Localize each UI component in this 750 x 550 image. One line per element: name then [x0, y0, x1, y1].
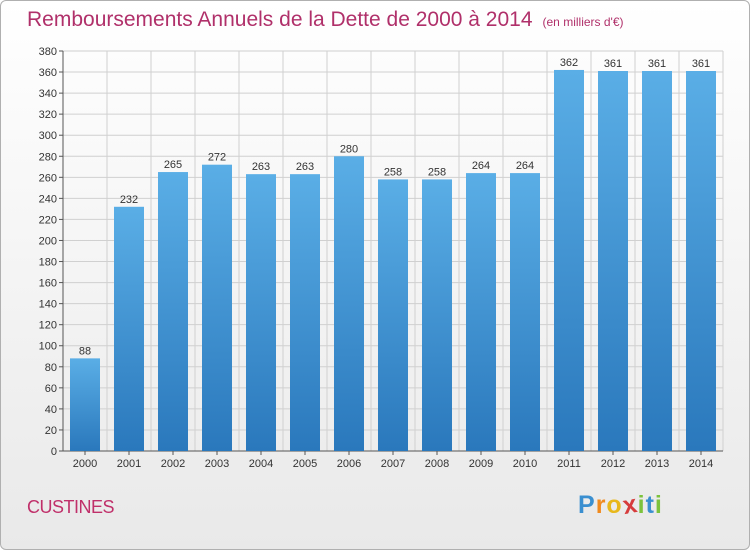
commune-name: CUSTINES	[27, 497, 115, 517]
x-tick-label-2009: 2009	[469, 458, 493, 470]
y-tick-label: 260	[39, 172, 57, 184]
x-tick-label-2002: 2002	[161, 458, 185, 470]
x-tick-label-2006: 2006	[337, 458, 361, 470]
bar-2002	[158, 172, 188, 452]
data-label-2010: 264	[516, 160, 534, 172]
logo-letter: r	[595, 491, 607, 519]
y-tick-label: 120	[39, 320, 57, 332]
data-label-2009: 264	[472, 160, 490, 172]
y-tick-label: 100	[39, 341, 57, 353]
data-label-2011: 362	[560, 57, 578, 69]
data-label-2004: 263	[252, 161, 270, 173]
y-tick-label: 240	[39, 193, 57, 205]
title-text: Remboursements Annuels de la Dette de 20…	[27, 8, 533, 31]
y-tick-label: 360	[39, 67, 57, 79]
data-label-2007: 258	[384, 166, 402, 178]
chart-subtitle: (en milliers d'€)	[542, 15, 624, 29]
bar-2014	[686, 71, 716, 451]
y-tick-label: 60	[45, 383, 57, 395]
y-tick-label: 20	[45, 425, 57, 437]
data-label-2000: 88	[79, 345, 91, 357]
bar-2006	[334, 156, 364, 451]
data-label-2005: 263	[296, 161, 314, 173]
x-tick-label-2001: 2001	[117, 458, 141, 470]
y-tick-label: 160	[39, 278, 57, 290]
y-tick-label: 380	[39, 46, 57, 58]
bar-2008	[422, 179, 452, 451]
bar-2005	[290, 174, 320, 451]
bar-2001	[114, 206, 144, 451]
bar-2003	[202, 164, 232, 451]
x-tick-label-2010: 2010	[513, 458, 537, 470]
y-tick-label: 340	[39, 88, 57, 100]
data-label-2003: 272	[208, 152, 226, 164]
data-label-2006: 280	[340, 143, 358, 155]
x-tick-label-2014: 2014	[689, 458, 713, 470]
logo-letter: o	[606, 491, 623, 519]
y-tick-label: 300	[39, 130, 57, 142]
x-tick-label-2013: 2013	[645, 458, 669, 470]
data-label-2014: 361	[692, 58, 710, 70]
logo-letter: i	[637, 491, 646, 519]
logo-letter: i	[654, 491, 663, 519]
y-tick-label: 140	[39, 299, 57, 311]
y-tick-label: 280	[39, 151, 57, 163]
y-tick-label: 220	[39, 214, 57, 226]
data-label-2002: 265	[164, 159, 182, 171]
y-tick-label: 80	[45, 362, 57, 374]
bar-2010	[510, 173, 540, 451]
y-tick-label: 40	[45, 404, 57, 416]
data-label-2012: 361	[604, 58, 622, 70]
proxiti-logo: Proxiti	[578, 490, 663, 520]
x-tick-label-2004: 2004	[249, 458, 273, 470]
logo-letter: t	[645, 491, 655, 519]
logo-letter: P	[578, 491, 596, 519]
data-label-2013: 361	[648, 58, 666, 70]
data-label-2008: 258	[428, 166, 446, 178]
labels: 88 2000 232 2001 265 2002 272 2003 263 2004 263 200…	[73, 57, 713, 470]
y-tick-label: 320	[39, 109, 57, 121]
bars	[70, 69, 716, 452]
bar-2011	[554, 69, 584, 452]
y-tick-label: 180	[39, 257, 57, 269]
y-tick-label: 200	[39, 235, 57, 247]
bar-2012	[598, 71, 628, 451]
x-tick-label-2012: 2012	[601, 458, 625, 470]
x-tick-label-2011: 2011	[557, 458, 581, 470]
chart-title: Remboursements Annuels de la Dette de 20…	[27, 8, 624, 32]
bar-2007	[378, 179, 408, 451]
y-tick-label: 0	[51, 446, 57, 458]
x-tick-label-2003: 2003	[205, 458, 229, 470]
x-tick-label-2000: 2000	[73, 458, 97, 470]
bar-2013	[642, 71, 672, 451]
bar-2004	[246, 174, 276, 451]
bar-2009	[466, 173, 496, 451]
x-tick-label-2005: 2005	[293, 458, 317, 470]
data-label-2001: 232	[120, 194, 138, 206]
x-tick-label-2008: 2008	[425, 458, 449, 470]
bar-2000	[70, 358, 100, 451]
x-tick-label-2007: 2007	[381, 458, 405, 470]
